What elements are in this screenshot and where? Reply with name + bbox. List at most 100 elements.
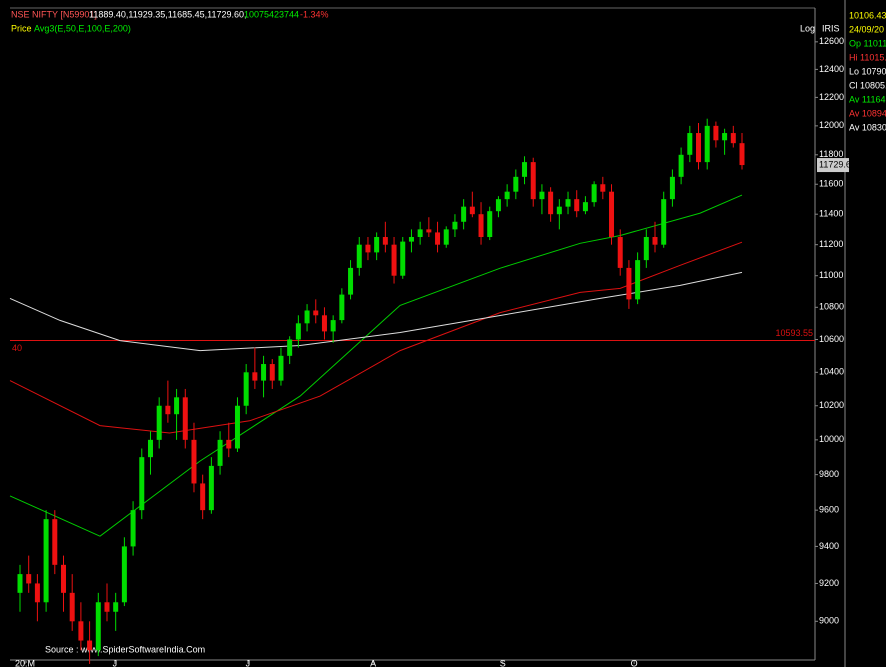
candle-body: [330, 320, 336, 332]
candle-body: [408, 237, 414, 242]
y-tick-label: 10800: [819, 302, 844, 312]
moving-average: [9, 241, 743, 434]
candle-body: [713, 125, 719, 141]
candle-body: [34, 583, 40, 603]
log-button[interactable]: Log: [800, 23, 815, 33]
price-tag-box: [817, 158, 849, 173]
candle-body: [278, 355, 284, 381]
y-tick-label: 11000: [819, 270, 843, 280]
candle-body: [78, 621, 84, 641]
y-tick-label: 10400: [819, 367, 844, 377]
candle-body: [495, 199, 501, 212]
y-tick-label: 12200: [819, 92, 844, 102]
candle-body: [313, 310, 319, 316]
panel-avg: Av 11164.: [849, 94, 886, 104]
y-tick-label: 10000: [819, 434, 844, 444]
candle-body: [104, 602, 110, 612]
candle-body: [374, 237, 380, 253]
candle-body: [321, 315, 327, 332]
candle-body: [156, 405, 162, 440]
volume: 10075423744: [244, 9, 299, 19]
x-tick-label: A: [370, 658, 376, 667]
candle-body: [130, 510, 136, 547]
price-tag: 11729.6: [819, 159, 851, 169]
candle-body: [52, 519, 58, 565]
candle-body: [469, 206, 475, 215]
candle-body: [95, 602, 101, 651]
y-tick-label: 12400: [819, 64, 844, 74]
candle-body: [609, 191, 615, 238]
candle-body: [113, 602, 119, 612]
candle-body: [252, 372, 258, 381]
candle-body: [643, 237, 649, 261]
x-tick-label: J: [113, 658, 118, 667]
candle-body: [295, 323, 301, 340]
candle-body: [696, 133, 702, 163]
x-tick-label: 20:M: [15, 658, 35, 667]
candle-body: [591, 184, 597, 203]
candle-body: [182, 397, 188, 440]
candle-body: [443, 229, 449, 245]
candle-body: [530, 162, 536, 200]
candle-body: [539, 191, 545, 200]
candle-body: [487, 211, 493, 238]
x-tick-label: S: [500, 658, 506, 667]
candle-body: [635, 260, 641, 300]
candle-body: [461, 206, 467, 222]
source: Source : www.SpiderSoftwareIndia.Com: [45, 644, 205, 654]
y-tick-label: 11800: [819, 149, 843, 159]
panel-avg: Av 10894.: [849, 108, 886, 118]
change: -1.34%: [300, 9, 329, 19]
candle-body: [339, 294, 345, 321]
candle-body: [626, 267, 632, 300]
candle-body: [69, 592, 75, 622]
y-tick-label: 11600: [819, 179, 843, 189]
candle-body: [426, 229, 432, 233]
panel-date: 24/09/20: [849, 24, 884, 34]
y-tick-label: 12600: [819, 36, 844, 46]
x-tick-label: J: [246, 658, 251, 667]
candle-body: [139, 457, 145, 511]
y-tick-label: 9600: [819, 505, 839, 515]
candle-body: [730, 133, 736, 144]
y-tick-label: 9800: [819, 469, 839, 479]
y-tick-label: 9200: [819, 578, 839, 588]
y-tick-label: 9000: [819, 616, 839, 626]
x-tick-label: O: [631, 658, 638, 667]
moving-average: [9, 271, 743, 352]
candle-body: [356, 244, 362, 268]
candle-body: [243, 372, 249, 406]
panel-value: 10106.43: [849, 10, 886, 20]
candle-body: [43, 519, 49, 603]
panel-low: Lo 10790.: [849, 66, 886, 76]
candle-body: [226, 439, 232, 449]
iris-button[interactable]: IRIS: [822, 23, 840, 33]
candle-body: [513, 176, 519, 192]
candle-body: [217, 439, 223, 466]
candle-body: [522, 162, 528, 177]
hline-left-label: 40: [12, 343, 22, 353]
candle-body: [26, 574, 32, 584]
panel-avg: Av 10830.: [849, 122, 886, 132]
candle-body: [87, 640, 93, 651]
candle-body: [147, 439, 153, 458]
candle-body: [678, 154, 684, 177]
candle-body: [600, 184, 606, 192]
candle-body: [704, 125, 710, 163]
candle-body: [722, 133, 728, 141]
candle-body: [191, 439, 197, 484]
candle-body: [556, 206, 562, 215]
y-tick-label: 12000: [819, 120, 844, 130]
candle-body: [287, 339, 293, 356]
candle-body: [652, 237, 658, 245]
candle-body: [687, 133, 693, 155]
candle-body: [504, 191, 510, 200]
panel-high: Hi 11015.: [849, 52, 886, 62]
candle-body: [739, 143, 745, 166]
panel-open: Op 11011.: [849, 38, 886, 48]
candle-body: [200, 483, 206, 511]
y-tick-label: 11200: [819, 239, 843, 249]
study: Avg3(E,50,E,100,E,200): [34, 23, 131, 33]
